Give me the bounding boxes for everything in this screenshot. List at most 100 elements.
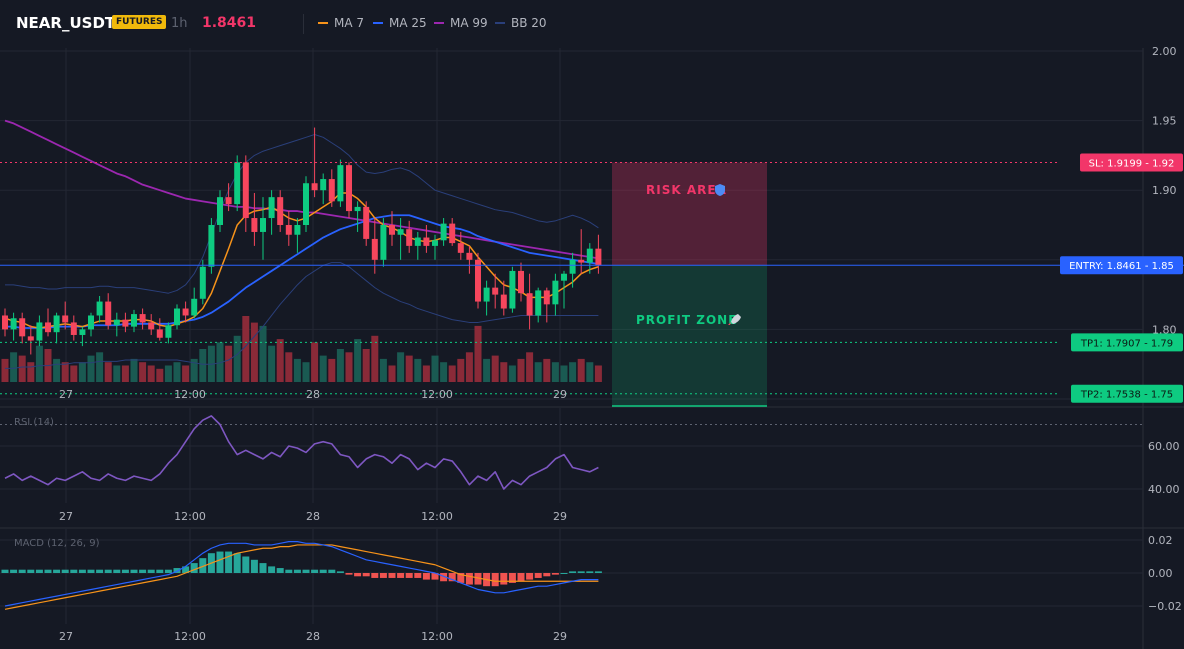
candle[interactable] [251, 192, 258, 246]
candle[interactable] [122, 312, 129, 333]
candle[interactable] [217, 190, 223, 232]
tp1-label[interactable]: TP1: 1.7907 - 1.79 [1071, 333, 1183, 352]
candle[interactable] [363, 201, 370, 246]
macd-histogram-bar [388, 573, 396, 578]
macd-histogram-bar [586, 571, 594, 573]
candle[interactable] [475, 252, 481, 309]
candle[interactable] [294, 218, 301, 253]
candle[interactable] [113, 312, 120, 337]
candle[interactable] [432, 234, 438, 260]
symbol-name[interactable]: NEAR_USDT [16, 14, 116, 32]
candle[interactable] [466, 245, 473, 274]
rocket-icon [728, 314, 741, 325]
moving-averages [4, 119, 599, 329]
candle[interactable] [148, 314, 155, 335]
macd-histogram-bar [182, 566, 190, 573]
candle[interactable] [234, 155, 241, 212]
legend-ma25[interactable]: MA 25 [373, 16, 427, 30]
risk-zone[interactable] [612, 162, 767, 266]
candle[interactable] [45, 308, 51, 337]
candle[interactable] [483, 280, 490, 316]
macd-histogram-bar [354, 573, 362, 577]
macd-histogram-bar [35, 569, 43, 573]
candle-body [354, 206, 361, 212]
candle[interactable] [320, 173, 327, 205]
candle[interactable] [500, 280, 507, 316]
candle[interactable] [53, 312, 60, 344]
candle[interactable] [526, 273, 533, 330]
candle[interactable] [449, 218, 456, 246]
entry-label[interactable]: ENTRY: 1.8461 - 1.85 [1060, 256, 1183, 275]
candle[interactable] [440, 218, 447, 246]
candle[interactable] [423, 225, 430, 253]
candle[interactable] [131, 309, 137, 333]
candle[interactable] [165, 322, 172, 344]
candle[interactable] [105, 293, 112, 330]
candle[interactable] [303, 176, 309, 232]
legend-ma99-label: MA 99 [450, 16, 488, 30]
candle[interactable] [199, 259, 206, 305]
candle[interactable] [492, 273, 499, 309]
candle[interactable] [552, 273, 559, 316]
candle[interactable] [79, 326, 86, 347]
candle[interactable] [36, 315, 43, 347]
volume-bar [61, 362, 69, 382]
candle[interactable] [535, 287, 542, 323]
candle[interactable] [311, 127, 318, 198]
candle[interactable] [19, 312, 26, 344]
macd-histogram-bar [345, 573, 353, 575]
legend-bb20[interactable]: BB 20 [495, 16, 547, 30]
candle[interactable] [242, 155, 249, 232]
macd-histogram-bar [164, 569, 172, 573]
entry-label-text: ENTRY: 1.8461 - 1.85 [1069, 261, 1174, 272]
candle[interactable] [578, 229, 585, 274]
candle[interactable] [27, 325, 34, 355]
candle[interactable] [346, 162, 352, 219]
candlesticks[interactable] [2, 127, 602, 355]
candle[interactable] [70, 315, 77, 341]
candle[interactable] [397, 218, 404, 260]
candle[interactable] [88, 312, 94, 337]
timeframe-label[interactable]: 1h [171, 16, 188, 31]
legend-ma99[interactable]: MA 99 [434, 16, 488, 30]
candle[interactable] [595, 234, 602, 274]
candle[interactable] [337, 159, 344, 207]
candle[interactable] [260, 197, 266, 260]
candle[interactable] [518, 262, 524, 302]
candle[interactable] [569, 252, 576, 288]
sl-label[interactable]: SL: 1.9199 - 1.92 [1080, 153, 1183, 172]
candle[interactable] [225, 183, 232, 212]
candle[interactable] [182, 301, 189, 323]
volume-bar [250, 322, 258, 382]
candle[interactable] [586, 243, 593, 274]
volume-bar [156, 368, 164, 382]
candle[interactable] [10, 312, 17, 341]
volume-bar [543, 358, 551, 382]
candle[interactable] [406, 220, 413, 253]
candle[interactable] [96, 295, 103, 323]
candle[interactable] [328, 169, 335, 207]
tp2-label[interactable]: TP2: 1.7538 - 1.75 [1071, 384, 1183, 403]
candle[interactable] [285, 211, 292, 246]
candle[interactable] [509, 266, 516, 313]
candle[interactable] [62, 301, 69, 330]
candle[interactable] [208, 218, 215, 274]
legend-ma7[interactable]: MA 7 [318, 16, 364, 30]
candle[interactable] [139, 308, 146, 330]
candle[interactable] [156, 318, 163, 341]
profit-zone[interactable] [612, 265, 767, 406]
candle[interactable] [371, 218, 378, 274]
candle[interactable] [268, 190, 275, 235]
candle[interactable] [2, 308, 8, 337]
candle[interactable] [277, 190, 284, 232]
candle[interactable] [389, 211, 395, 246]
candle[interactable] [380, 218, 387, 267]
candle[interactable] [561, 270, 567, 309]
candle[interactable] [191, 287, 198, 319]
candle[interactable] [457, 231, 464, 260]
candle[interactable] [174, 304, 180, 330]
candle[interactable] [543, 287, 550, 323]
candle[interactable] [414, 231, 421, 260]
candle[interactable] [354, 201, 361, 232]
